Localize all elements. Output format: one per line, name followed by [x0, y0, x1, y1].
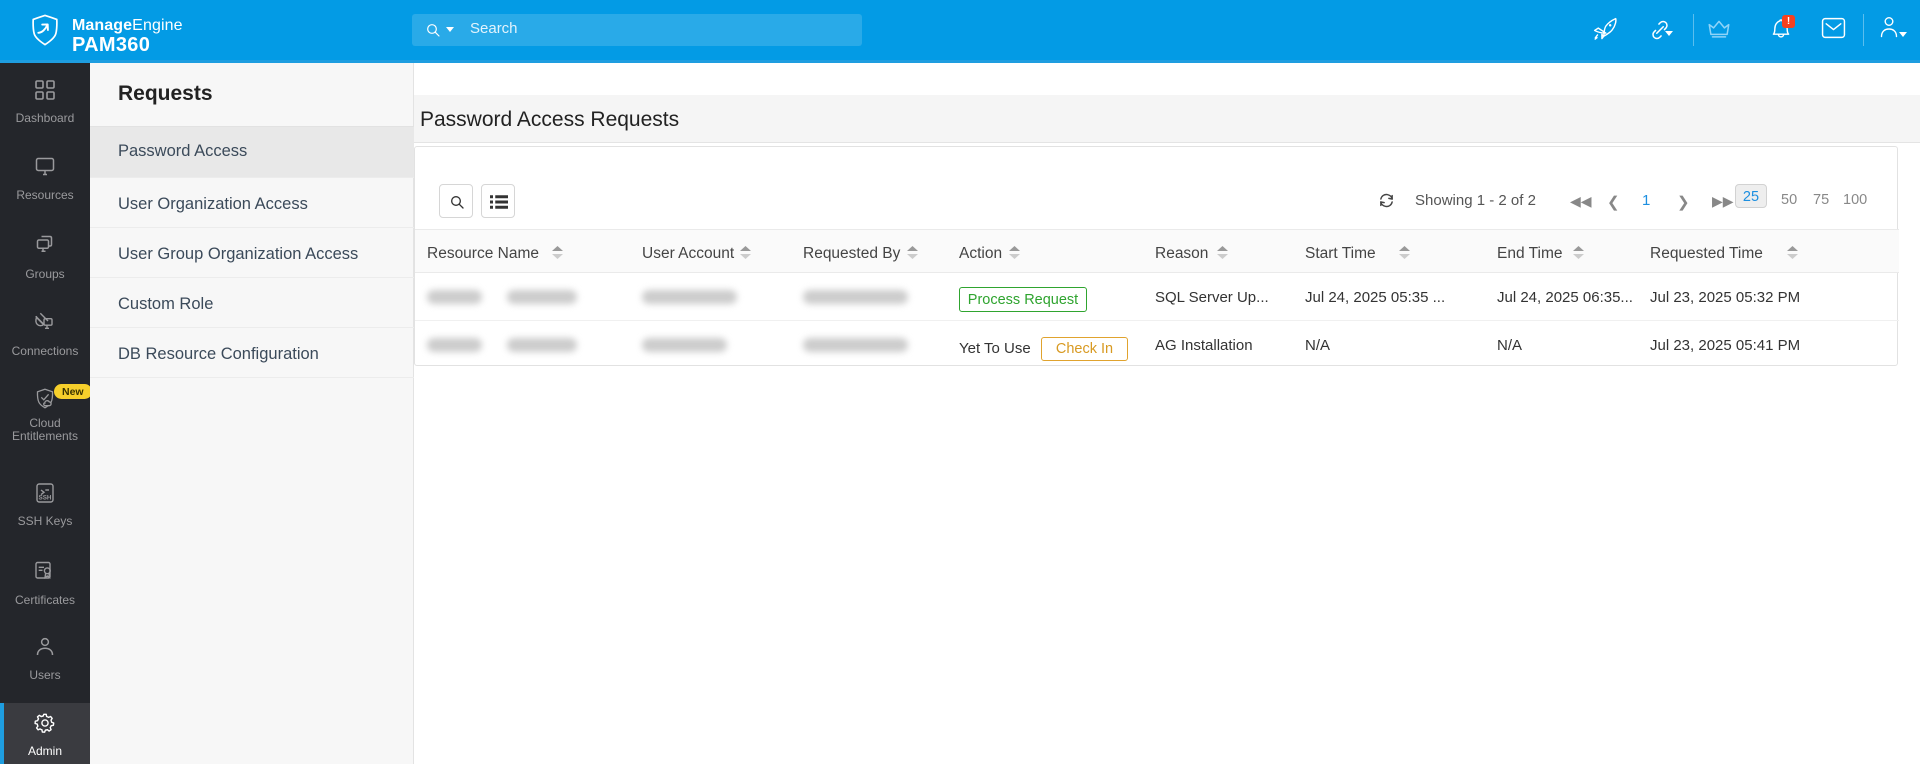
svg-text:SSH: SSH [39, 494, 52, 501]
